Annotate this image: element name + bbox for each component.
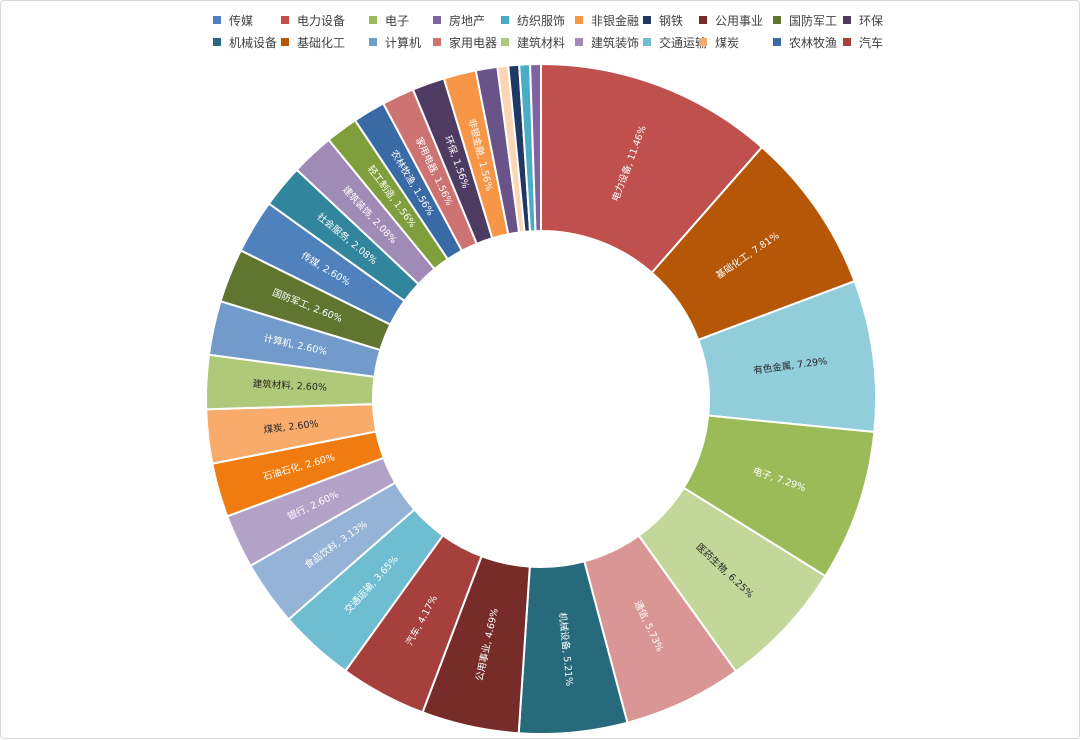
legend-swatch [433,16,441,24]
legend-item: 电子 [369,13,433,28]
legend-swatch [699,38,707,46]
legend-swatch [433,38,441,46]
legend-swatch [773,16,781,24]
legend-item: 家用电器 [433,35,501,50]
legend-item: 房地产 [433,13,501,28]
legend-label: 房地产 [449,13,486,28]
legend-label: 汽车 [859,35,884,50]
legend-swatch [281,38,289,46]
legend-swatch [213,16,221,24]
doughnut-slice [529,62,542,233]
legend-item: 建筑装饰 [575,35,643,50]
legend-item: 非银金融 [575,13,643,28]
legend-label: 国防军工 [789,13,838,28]
legend-label: 煤炭 [715,35,740,50]
legend-swatch [699,16,707,24]
legend-item: 传媒 [213,13,281,28]
legend-item: 基础化工 [281,35,369,50]
legend-swatch [643,38,651,46]
legend-label: 钢铁 [659,13,684,28]
legend-item: 电力设备 [281,13,369,28]
legend-label: 交通运输 [659,35,708,50]
legend-item: 建筑材料 [501,35,575,50]
legend-item: 纺织服饰 [501,13,575,28]
legend-swatch [501,16,509,24]
legend-label: 基础化工 [297,35,346,50]
legend-item: 公用事业 [699,13,773,28]
legend-swatch [369,38,377,46]
legend-label: 建筑装饰 [591,35,640,50]
legend-swatch [575,38,583,46]
legend-swatch [843,38,851,46]
legend-label: 电子 [385,13,410,28]
legend-swatch [281,16,289,24]
legend-label: 机械设备 [229,35,278,50]
legend-item: 汽车 [843,35,903,50]
legend-label: 电力设备 [297,13,346,28]
legend-label: 农林牧渔 [789,35,838,50]
legend-item: 国防军工 [773,13,843,28]
legend-item: 农林牧渔 [773,35,843,50]
legend-item: 煤炭 [699,35,773,50]
legend-item: 钢铁 [643,13,699,28]
legend: 传媒 电力设备 电子 房地产 纺织服饰 非银金融 钢铁 公用事业 国防军工 环保机械设备 基础化工 计… [213,13,883,50]
legend-label: 非银金融 [591,13,640,28]
legend-swatch [773,38,781,46]
legend-swatch [369,16,377,24]
legend-item: 机械设备 [213,35,281,50]
slice-data-label: 建筑材料, 2.60% [252,378,327,394]
legend-swatch [213,38,221,46]
legend-label: 纺织服饰 [517,13,566,28]
legend-label: 建筑材料 [517,35,566,50]
legend-item: 交通运输 [643,35,707,50]
legend-label: 计算机 [385,35,422,50]
legend-label: 环保 [859,13,884,28]
legend-swatch [501,38,509,46]
legend-swatch [643,16,651,24]
legend-swatch [575,16,583,24]
legend-swatch [843,16,851,24]
legend-label: 家用电器 [449,35,498,50]
legend-item: 环保 [843,13,903,28]
legend-label: 传媒 [229,13,254,28]
legend-item: 计算机 [369,35,433,50]
legend-label: 公用事业 [715,13,764,28]
